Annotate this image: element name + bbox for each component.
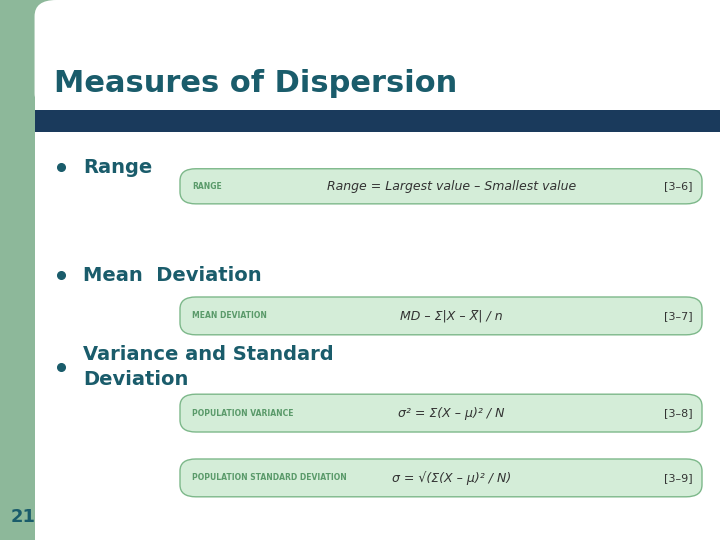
Bar (35, 110, 720, 132)
Text: Measures of Dispersion: Measures of Dispersion (54, 69, 457, 98)
Bar (0, 0, 35, 540)
Text: Variance and Standard
Deviation: Variance and Standard Deviation (83, 345, 333, 389)
Text: [3–7]: [3–7] (664, 311, 693, 321)
Bar (0, 0, 266, 62)
FancyBboxPatch shape (180, 297, 702, 335)
Text: [3–9]: [3–9] (664, 473, 693, 483)
Text: Range: Range (83, 158, 152, 177)
Text: Mean  Deviation: Mean Deviation (83, 266, 261, 285)
Text: POPULATION STANDARD DEVIATION: POPULATION STANDARD DEVIATION (192, 474, 347, 482)
Text: POPULATION VARIANCE: POPULATION VARIANCE (192, 409, 294, 417)
FancyBboxPatch shape (180, 168, 702, 204)
Text: [3–8]: [3–8] (664, 408, 693, 418)
Text: σ² = Σ(X – μ)² / N: σ² = Σ(X – μ)² / N (398, 407, 505, 420)
Text: RANGE: RANGE (192, 182, 222, 191)
Text: Range = Largest value – Smallest value: Range = Largest value – Smallest value (327, 180, 576, 193)
FancyBboxPatch shape (35, 0, 720, 110)
FancyBboxPatch shape (180, 394, 702, 432)
Text: MEAN DEVIATION: MEAN DEVIATION (192, 312, 267, 320)
FancyBboxPatch shape (180, 459, 702, 497)
Text: σ = √(Σ(X – μ)² / N): σ = √(Σ(X – μ)² / N) (392, 471, 511, 485)
Text: [3–6]: [3–6] (664, 181, 693, 191)
Text: MD – Σ|X – X̅| / n: MD – Σ|X – X̅| / n (400, 309, 503, 322)
Text: 21: 21 (11, 509, 36, 526)
